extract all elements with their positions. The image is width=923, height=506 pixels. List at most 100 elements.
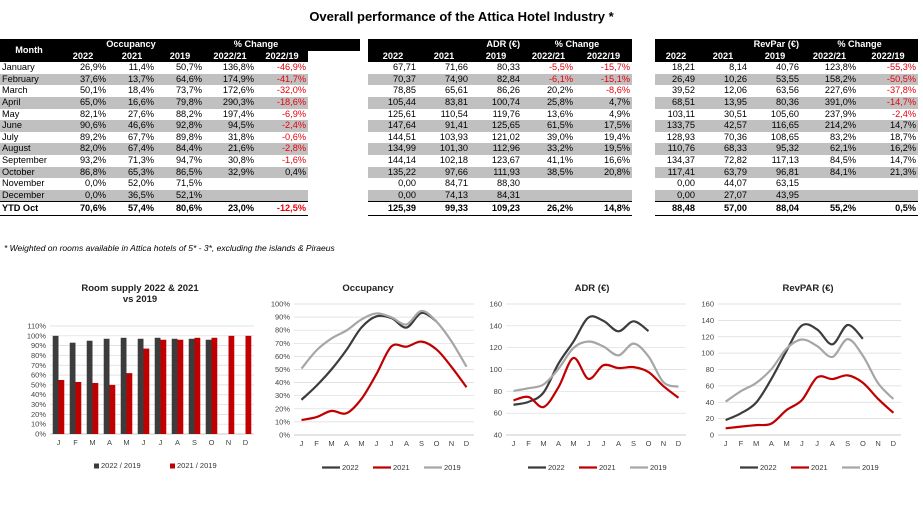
chart-title: ADR (€) [575, 283, 610, 294]
table-cell: 84,1% [801, 166, 859, 179]
x-tick-label: J [57, 438, 61, 447]
table-cell: 70,37 [368, 73, 418, 86]
table-row: 117,41 63,79 96,81 84,1% 21,3% [655, 166, 919, 179]
y-tick-label: 70% [275, 339, 290, 348]
table-cell: 13,95 [697, 96, 749, 109]
series-line [300, 311, 438, 401]
column-header: 2022/21 [522, 50, 575, 63]
table-cell: 83,2% [829, 131, 857, 142]
series-line [300, 309, 468, 370]
month-cell: April [0, 96, 58, 109]
ytd-cell: 23,0% [204, 201, 256, 217]
table-cell: 0,00 [655, 189, 697, 202]
table-cell: 290,3% [204, 96, 256, 109]
table-cell: -2,4% [256, 120, 309, 132]
legend-label: 2022 [760, 463, 777, 472]
chart-title: vs 2019 [123, 294, 157, 305]
bar [245, 335, 252, 434]
table-cell: 67,4% [108, 143, 156, 155]
table-row: September 93,2% 71,3% 94,7% 30,8% -1,6% [0, 155, 360, 167]
table-row: March 50,1% 18,4% 73,7% 172,6% -32,0% [0, 85, 360, 97]
legend-label: 2021 / 2019 [177, 461, 217, 470]
table-cell: 50,1% [79, 85, 106, 96]
table-cell: 103,11 [667, 108, 695, 119]
table-cell: -15,1% [575, 73, 633, 86]
table-row: 0,00 44,07 63,15 [655, 178, 918, 190]
table-cell: 197,4% [222, 108, 254, 119]
table-row: 103,11 30,51 105,60 237,9% -2,4% [655, 109, 918, 121]
table-cell: 14,7% [889, 154, 917, 165]
bar [58, 380, 65, 434]
table-cell: 65,3% [108, 166, 156, 179]
table-cell: 123,67 [491, 154, 520, 165]
month-cell: July [2, 131, 19, 142]
x-tick-label: A [107, 438, 112, 447]
table-cell: 128,93 [666, 131, 695, 142]
table-cell: 30,8% [227, 154, 254, 165]
x-tick-label: S [192, 438, 197, 447]
y-tick-label: 20% [31, 410, 46, 419]
legend-label: 2019 [650, 463, 667, 472]
ytd-label: YTD Oct [0, 201, 58, 217]
column-header: 2022/19 [256, 50, 309, 63]
table-row: 78,85 65,61 86,26 20,2% -8,6% [368, 85, 632, 97]
table-cell: 237,9% [824, 108, 857, 119]
table-row: November 0,0% 52,0% 71,5% [0, 178, 360, 190]
table-cell: 91,41 [418, 120, 470, 132]
bar [103, 338, 110, 434]
revpar-chart: RevPAR (€) 0 20 40 60 80 100 120 140 160 J F M A M J J A S… [698, 282, 913, 487]
y-tick-label: 30% [275, 391, 290, 400]
ytd-cell: -12,5% [256, 201, 309, 217]
table-cell: 0,4% [256, 166, 309, 179]
table-cell: 0,00 [677, 178, 695, 189]
table-cell: -2,8% [256, 143, 309, 155]
table-cell: 105,60 [770, 108, 800, 119]
ytd-row: YTD Oct 70,6% 57,4% 80,6% 23,0% -12,5% [0, 201, 360, 217]
x-tick-label: F [739, 439, 744, 448]
table-cell: 103,93 [439, 131, 468, 142]
table-row: 144,14 102,18 123,67 41,1% 16,6% [368, 155, 632, 167]
x-tick-label: S [845, 439, 850, 448]
y-tick-label: 140 [701, 316, 714, 325]
table-cell: 38,5% [522, 166, 575, 179]
column-header: 2019 [749, 50, 802, 63]
table-cell: 0,0% [58, 189, 108, 202]
bar [69, 342, 76, 434]
table-cell: 11,4% [128, 62, 154, 73]
x-tick-label: N [449, 439, 454, 448]
table-cell: 21,6% [204, 143, 256, 155]
table-cell: 68,51 [655, 96, 697, 109]
column-header: 2022/21 [801, 50, 859, 63]
y-tick-label: 20% [275, 404, 290, 413]
table-cell: -6,9% [282, 108, 307, 119]
table-cell: 41,1% [546, 154, 573, 165]
bar [109, 384, 116, 434]
y-tick-label: 60% [275, 352, 290, 361]
table-cell: 119,76 [492, 108, 520, 119]
y-tick-label: 100% [27, 331, 47, 340]
table-cell: -14,7% [858, 96, 919, 109]
table-cell: 13,7% [108, 73, 156, 86]
table-row: 67,71 71,66 80,33 -5,5% -15,7% [368, 62, 632, 74]
table-cell: 63,56 [776, 85, 800, 96]
x-tick-label: M [753, 439, 759, 448]
table-cell: 90,6% [58, 120, 108, 132]
table-cell: 82,0% [58, 143, 108, 155]
table-cell: 86,8% [58, 166, 108, 179]
table-cell: 111,93 [470, 166, 522, 179]
table-cell: 67,71 [393, 62, 416, 73]
bar [120, 337, 127, 434]
table-row: October 86,8% 65,3% 86,5% 32,9% 0,4% [0, 166, 360, 179]
table-cell: 52,1% [156, 189, 204, 202]
column-header: 2022 [368, 50, 418, 63]
month-cell: March [2, 85, 28, 96]
table-cell: 39,0% [546, 131, 573, 142]
table-cell: 18,21 [672, 62, 695, 73]
table-cell: 227,6% [824, 85, 857, 96]
x-tick-label: M [328, 439, 334, 448]
table-cell: 16,6% [108, 96, 156, 109]
x-tick-label: M [570, 439, 576, 448]
table-cell: 18,4% [127, 85, 154, 96]
x-tick-label: M [123, 438, 129, 447]
table-cell: 101,30 [418, 143, 470, 155]
